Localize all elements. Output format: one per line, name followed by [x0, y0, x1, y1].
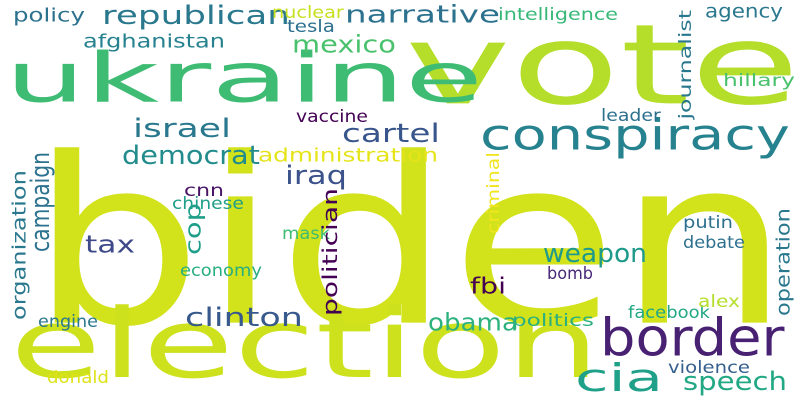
cloud-word-chinese: chinese — [172, 194, 244, 214]
cloud-word-fbi: fbi — [470, 274, 506, 300]
cloud-word-vaccine: vaccine — [296, 107, 368, 127]
cloud-word-criminal: criminal — [484, 152, 503, 234]
cloud-word-politician: politician — [318, 188, 342, 316]
cloud-word-cia: cia — [575, 356, 663, 400]
cloud-word-intelligence: intelligence — [498, 5, 618, 25]
cloud-word-tax: tax — [85, 230, 135, 258]
cloud-word-policy: policy — [13, 5, 85, 27]
cloud-word-operation: operation — [772, 208, 794, 316]
cloud-word-israel: israel — [133, 114, 231, 143]
cloud-word-violence: violence — [668, 358, 750, 377]
cloud-word-election: election — [10, 289, 600, 400]
cloud-word-debate: debate — [683, 233, 745, 253]
cloud-word-cartel: cartel — [342, 119, 440, 149]
cloud-word-bomb: bomb — [547, 263, 593, 283]
cloud-word-administration: administration — [258, 145, 438, 166]
cloud-word-tesla: tesla — [287, 17, 335, 36]
cloud-word-iraq: iraq — [285, 160, 347, 190]
cloud-word-republican: republican — [102, 1, 290, 31]
cloud-word-alex: alex — [698, 292, 740, 311]
cloud-word-engine: engine — [38, 312, 98, 332]
cloud-word-journalist: journalist — [675, 10, 695, 121]
cloud-word-narrative: narrative — [345, 0, 500, 28]
cloud-word-cnn: cnn — [184, 180, 224, 200]
cloud-word-economy: economy — [180, 261, 262, 281]
cloud-word-donald: donald — [47, 368, 109, 387]
cloud-word-leader: leader — [601, 106, 661, 126]
cloud-word-clinton: clinton — [185, 303, 303, 332]
cloud-word-mexico: mexico — [292, 31, 396, 59]
cloud-word-democrat: democrat — [122, 141, 260, 170]
cloud-word-campaign: campaign — [27, 152, 56, 252]
cloud-word-mask: mask — [282, 224, 331, 244]
cloud-word-organization: organization — [9, 170, 31, 320]
cloud-word-putin: putin — [683, 213, 733, 233]
cloud-word-obama: obama — [428, 308, 518, 336]
cloud-word-nuclear: nuclear — [272, 3, 344, 23]
cloud-word-afghanistan: afghanistan — [83, 31, 225, 53]
cloud-word-speech: speech — [683, 367, 787, 396]
cloud-word-conspiracy: conspiracy — [480, 110, 790, 160]
cloud-word-border: border — [600, 308, 785, 368]
cloud-word-agency: agency — [705, 0, 783, 22]
cloud-word-ukraine: ukraine — [5, 39, 483, 119]
cloud-word-politics: politics — [512, 310, 594, 330]
cloud-word-weapon: weapon — [543, 239, 647, 269]
cloud-word-cop: cop — [181, 203, 207, 255]
cloud-word-vote: vote — [405, 1, 800, 130]
cloud-word-facebook: facebook — [628, 303, 711, 323]
cloud-word-biden: biden — [30, 109, 790, 377]
cloud-word-hillary: hillary — [723, 70, 795, 90]
